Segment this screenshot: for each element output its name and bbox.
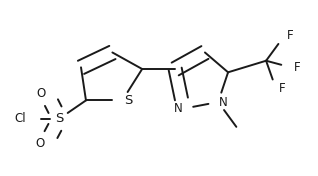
- Text: F: F: [279, 82, 285, 95]
- Text: F: F: [287, 29, 294, 42]
- Text: N: N: [174, 102, 183, 115]
- Text: F: F: [294, 61, 300, 74]
- Text: O: O: [36, 87, 46, 100]
- Text: N: N: [219, 96, 227, 109]
- Text: Cl: Cl: [14, 112, 26, 125]
- Text: S: S: [124, 94, 133, 107]
- Text: S: S: [55, 112, 64, 125]
- Text: O: O: [36, 137, 45, 150]
